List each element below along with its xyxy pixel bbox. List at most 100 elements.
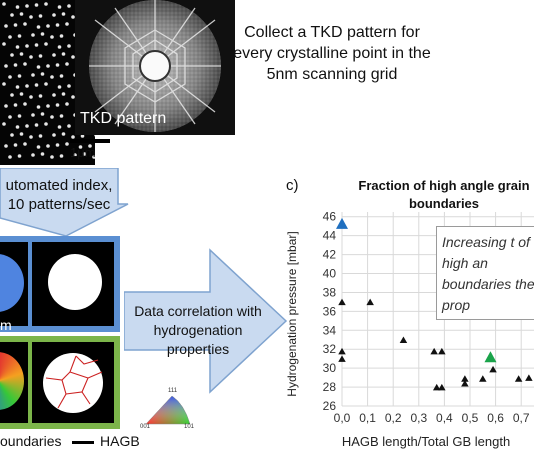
chart-axes: 26 28 30 32 34 36 38 40 42 44 46 0,0 0,1 0,2 0,3 0,4 0,5… <box>323 210 530 425</box>
x-tick-label: 0,5 <box>462 411 479 425</box>
nanoparticle-dot <box>52 13 56 17</box>
ipf-label-111: 111 <box>168 388 178 394</box>
nanoparticle-dot <box>25 44 29 48</box>
nanoparticle-dot <box>36 105 41 109</box>
nanoparticle-dot <box>31 33 35 37</box>
nanoparticle-dot <box>57 85 62 89</box>
triangle-marker <box>338 298 346 306</box>
nanoparticle-dot <box>44 82 48 86</box>
nanoparticle-dot <box>19 12 24 16</box>
nanoparticle-dot <box>36 65 41 69</box>
nanoparticle-dot <box>80 134 85 138</box>
highlight-triangle-marker <box>484 351 497 363</box>
triangle-marker <box>430 347 438 355</box>
nanoparticle-dot <box>10 13 14 17</box>
orientation-map-panel <box>0 236 120 332</box>
nanoparticle-dot <box>15 125 20 129</box>
triangle-marker <box>438 383 446 391</box>
nanoparticle-dot <box>46 144 50 148</box>
nanoparticle-dot <box>55 63 60 67</box>
kikuchi-pattern <box>75 0 235 135</box>
triangle-marker <box>479 375 487 382</box>
nanoparticle-dot <box>2 42 6 46</box>
nanoparticle-dot <box>50 155 54 159</box>
y-tick-label: 42 <box>323 248 337 262</box>
nanoparticle-dot <box>65 102 69 106</box>
scale-bar <box>70 139 110 143</box>
grain-orientation-crop <box>0 342 28 423</box>
nanoparticle-dot <box>52 53 56 57</box>
orientation-map-crop <box>0 242 28 326</box>
nanoparticle-dot <box>13 143 18 147</box>
nanoparticle-dot <box>13 103 18 107</box>
triangle-marker <box>461 375 469 382</box>
nanoparticle-dot <box>40 152 45 156</box>
boundaries-legend-label: oundaries <box>0 433 62 449</box>
nanoparticle-dot <box>40 112 45 116</box>
x-tick-label: 0,2 <box>385 411 402 425</box>
nanoparticle-dot <box>65 62 69 66</box>
nanoparticle-dot <box>65 22 69 26</box>
nanoparticle-dot <box>23 102 27 106</box>
triangle-marker <box>399 336 408 344</box>
ipf-label-101: 101 <box>184 424 195 430</box>
nanoparticle-dot <box>34 83 39 87</box>
nanoparticle-dot <box>10 133 14 137</box>
nanoparticle-dot <box>61 52 66 56</box>
triangle-marker <box>338 355 346 362</box>
nanoparticle-dot <box>61 132 66 136</box>
highlight-triangle-marker <box>336 217 348 229</box>
nanoparticle-dot <box>50 115 54 119</box>
automated-index-caption: utomated index, 10 patterns/sec <box>5 177 113 213</box>
nanoparticle-dot <box>71 135 75 139</box>
nanoparticle-dot <box>55 143 60 147</box>
nanoparticle-dot <box>38 134 43 138</box>
nanoparticle-dot <box>23 62 27 66</box>
nanoparticle-dot <box>10 93 14 97</box>
y-tick-label: 40 <box>323 267 337 281</box>
nanoparticle-dot <box>2 2 6 6</box>
x-tick-label: 0,0 <box>334 411 351 425</box>
x-tick-label: 0,3 <box>410 411 427 425</box>
chart-title: Fraction of high angle grain boundaries <box>358 178 530 211</box>
nanoparticle-dot <box>31 73 35 77</box>
nanoparticle-dot <box>34 3 39 7</box>
nanoparticle-dot <box>92 155 95 159</box>
nanoparticle-dot <box>50 35 54 39</box>
ipf-triangle <box>145 395 191 425</box>
nanoparticle-dot <box>67 124 71 128</box>
y-tick-label: 34 <box>323 323 337 337</box>
y-tick-label: 44 <box>323 229 337 243</box>
nanoparticle-dot <box>67 84 71 88</box>
nanoparticle-dot <box>57 5 62 9</box>
nanoparticle-dot <box>71 55 75 59</box>
nanoparticle-dot <box>8 155 12 159</box>
chart-points <box>336 217 533 391</box>
y-tick-label: 30 <box>323 361 337 375</box>
boundary-lines <box>43 353 103 413</box>
y-tick-label: 36 <box>323 304 337 318</box>
triangle-marker <box>461 380 469 387</box>
y-tick-label: 26 <box>323 399 337 413</box>
nanoparticle-dot <box>23 22 27 26</box>
nanoparticle-dot <box>57 45 62 49</box>
nanoparticle-dot <box>4 144 8 148</box>
callout-text: Increasing t of high an boundaries the p… <box>442 234 534 313</box>
nanoparticle-dot <box>50 75 54 79</box>
triangle-marker <box>432 383 441 391</box>
nanoparticle-dot <box>44 42 48 46</box>
nanoparticle-dot <box>71 95 75 99</box>
triangle-marker <box>438 347 446 355</box>
nanoparticle-dot <box>29 55 33 59</box>
y-tick-label: 28 <box>323 380 337 394</box>
nanoparticle-dot <box>17 34 22 38</box>
nanoparticle-dot <box>46 24 50 28</box>
nanoparticle-dot <box>29 15 33 19</box>
nanoparticle-dot <box>25 84 29 88</box>
hagb-legend-line <box>72 441 94 444</box>
nanoparticle-dot <box>88 144 92 148</box>
correlation-arrow <box>124 248 288 394</box>
nanoparticle-dot <box>31 113 35 117</box>
nanoparticle-dot <box>10 53 14 57</box>
scale-bar-label: 1μm <box>70 145 96 160</box>
